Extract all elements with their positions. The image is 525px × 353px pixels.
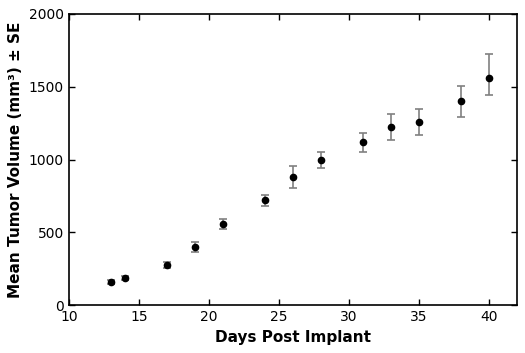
Y-axis label: Mean Tumor Volume (mm³) ± SE: Mean Tumor Volume (mm³) ± SE <box>8 21 23 298</box>
X-axis label: Days Post Implant: Days Post Implant <box>215 330 371 345</box>
